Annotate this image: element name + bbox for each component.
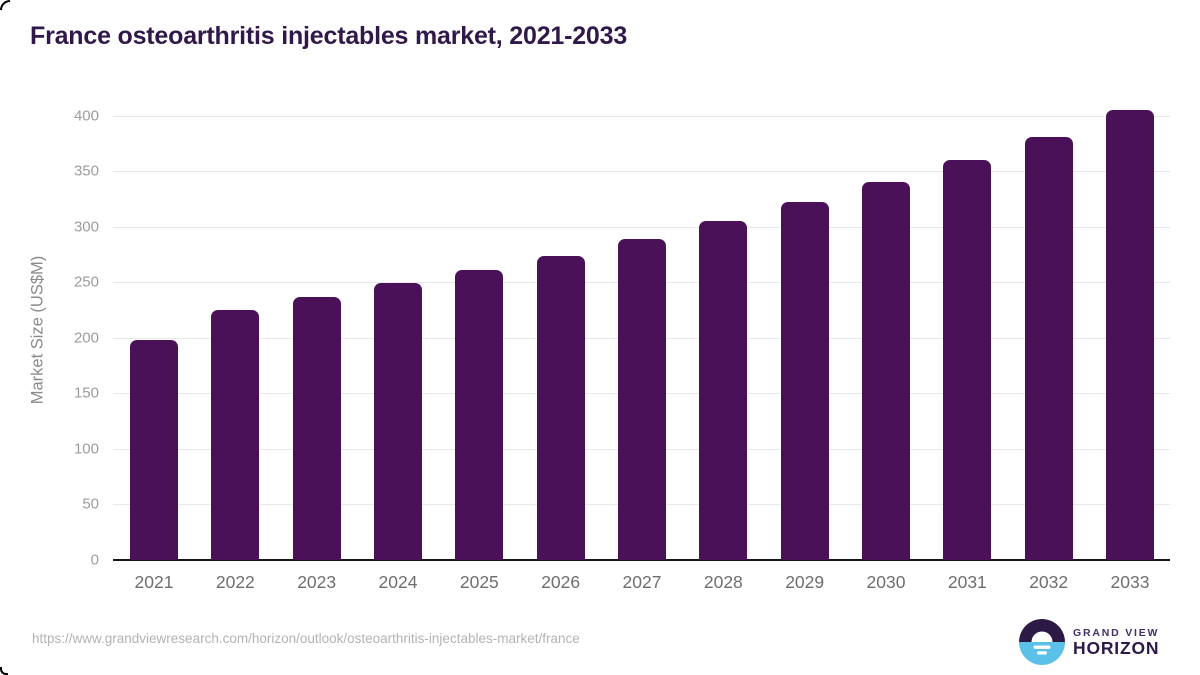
bar-2033 — [1105, 110, 1154, 560]
logo-text: GRAND VIEW HORIZON — [1073, 627, 1159, 658]
y-tick-400: 400 — [73, 107, 99, 125]
x-axis-line — [113, 559, 1170, 561]
y-tick-0: 0 — [90, 551, 99, 569]
y-axis-label: Market Size (US$M) — [28, 255, 47, 405]
x-tick-2023: 2023 — [297, 572, 337, 592]
y-tick-350: 350 — [73, 162, 99, 180]
x-tick-2030: 2030 — [866, 572, 906, 592]
y-tick-100: 100 — [73, 440, 99, 458]
bar-2030 — [861, 182, 910, 560]
bar-2023 — [292, 296, 341, 560]
grandview-horizon-logo: GRAND VIEW HORIZON — [1019, 619, 1159, 665]
y-tick-150: 150 — [73, 384, 99, 402]
y-tick-250: 250 — [73, 273, 99, 291]
y-tick-300: 300 — [73, 218, 99, 236]
gridline-300 — [113, 226, 1170, 228]
x-tick-2031: 2031 — [947, 572, 987, 592]
gridline-400 — [113, 115, 1170, 117]
screenshot-corner-artifact-top-left — [0, 0, 10, 10]
x-tick-2033: 2033 — [1110, 572, 1150, 592]
x-tick-2025: 2025 — [459, 572, 499, 592]
y-tick-200: 200 — [73, 329, 99, 347]
bar-2027 — [617, 238, 666, 560]
bar-2031 — [943, 160, 992, 560]
x-tick-2026: 2026 — [541, 572, 581, 592]
y-tick-50: 50 — [82, 495, 99, 513]
x-tick-2022: 2022 — [215, 572, 255, 592]
bar-2022 — [211, 310, 260, 560]
x-tick-2029: 2029 — [785, 572, 825, 592]
logo-brand-text: GRAND VIEW — [1073, 626, 1160, 639]
x-tick-2021: 2021 — [134, 572, 174, 592]
chart-title: France osteoarthritis injectables market… — [30, 22, 628, 50]
screenshot-corner-artifact-bottom-left — [0, 667, 8, 675]
horizon-sunrise-icon — [1019, 619, 1065, 665]
x-tick-2032: 2032 — [1029, 572, 1069, 592]
bar-2028 — [699, 221, 748, 560]
bar-2026 — [536, 255, 585, 560]
source-url: https://www.grandviewresearch.com/horizo… — [32, 631, 580, 646]
bar-2021 — [130, 340, 178, 560]
x-tick-2024: 2024 — [378, 572, 418, 592]
gridline-350 — [113, 171, 1170, 173]
bar-2025 — [455, 270, 504, 560]
logo-product-text: HORIZON — [1073, 637, 1160, 658]
x-tick-2028: 2028 — [703, 572, 743, 592]
x-tick-2027: 2027 — [622, 572, 662, 592]
bar-2029 — [780, 202, 829, 560]
bar-2032 — [1024, 136, 1073, 560]
plot-area: 0 50 100 150 200 250 300 350 400 2021 2022 2023 2024… — [74, 100, 1170, 592]
bar-2024 — [373, 283, 422, 560]
